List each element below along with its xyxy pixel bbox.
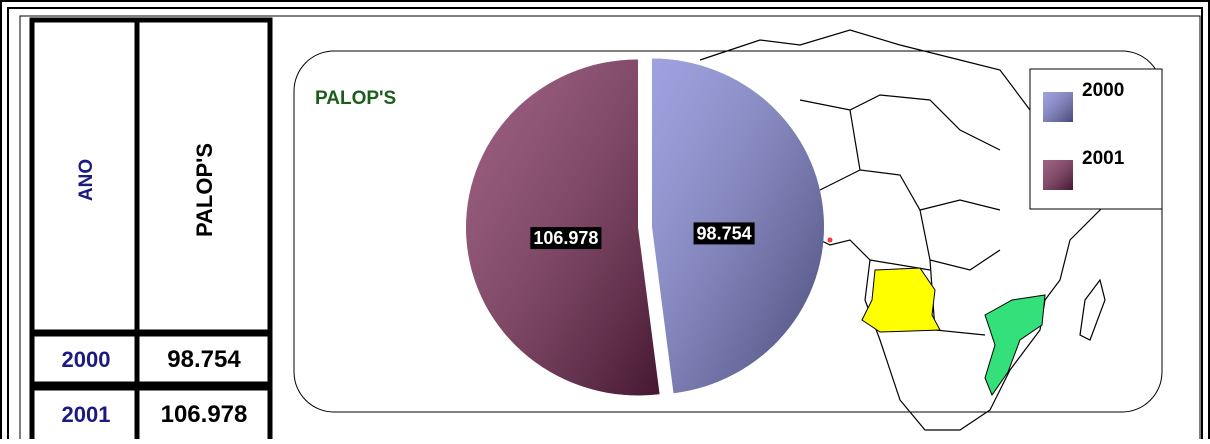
data-label-bg bbox=[693, 222, 755, 245]
content-frame bbox=[19, 15, 1201, 444]
legend-swatch-shade bbox=[1043, 160, 1073, 190]
legend-label: 2000 bbox=[1082, 80, 1124, 101]
table-cell: 2001 bbox=[62, 402, 111, 427]
legend-swatch-shade bbox=[1043, 92, 1073, 122]
table-cell: 98.754 bbox=[167, 346, 241, 373]
table-cell: 106.978 bbox=[161, 401, 248, 428]
header-cell: ANO bbox=[76, 159, 97, 201]
map-sao-tome bbox=[827, 237, 833, 243]
pie: 98.754 106.978 bbox=[466, 58, 824, 396]
inner-frame bbox=[7, 7, 1203, 444]
map-angola bbox=[861, 267, 941, 333]
table-cell: 2000 bbox=[62, 347, 111, 372]
chart-title: PALOP'S bbox=[315, 88, 396, 109]
map-mozambique bbox=[984, 294, 1046, 397]
data-label: 98.754 bbox=[697, 223, 752, 243]
legend-items: 2000 2001 bbox=[1043, 80, 1125, 190]
legend-label: 2001 bbox=[1082, 148, 1125, 169]
data-label: 106.978 bbox=[533, 228, 598, 248]
table bbox=[29, 17, 273, 444]
map bbox=[699, 29, 1121, 431]
header-cell: PALOP'S bbox=[192, 143, 217, 237]
data-label-bg bbox=[530, 227, 602, 250]
